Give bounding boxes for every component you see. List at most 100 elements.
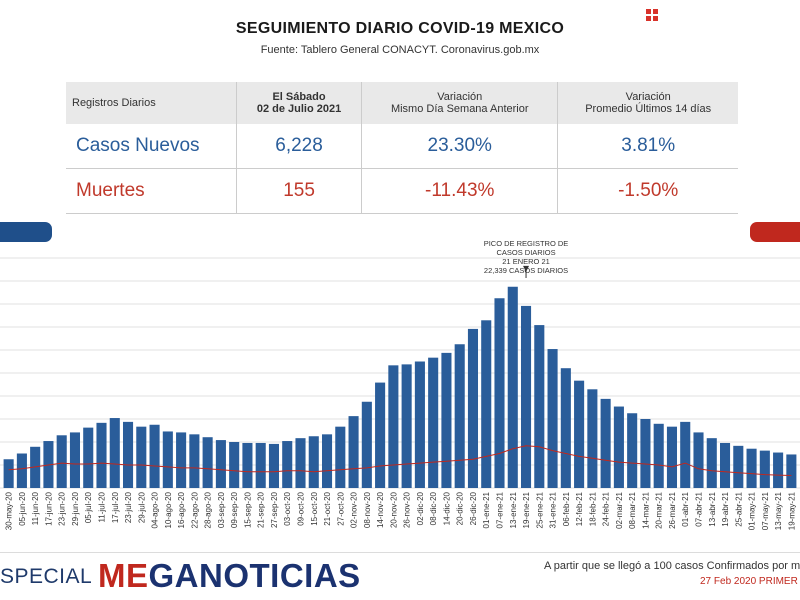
header-date-line1: El Sábado	[272, 91, 326, 103]
x-tick-label: 31-ene-21	[549, 491, 558, 528]
daily-stats-table: Registros Diarios El Sábado 02 de Julio …	[66, 82, 738, 214]
x-tick-label: 26-nov-20	[403, 491, 412, 528]
header-date: El Sábado 02 de Julio 2021	[235, 82, 362, 124]
x-tick-label: 17-jul-20	[111, 491, 120, 523]
x-tick-label: 18-feb-21	[588, 491, 597, 526]
bar-casos-24-feb-21	[600, 398, 611, 488]
footer-note-line1: A partir que se llegó a 100 casos Confir…	[544, 560, 800, 572]
bar-casos-26-nov-20	[401, 364, 412, 488]
x-tick-label: 13-may-21	[774, 491, 783, 530]
bar-casos-01-ene-21	[481, 320, 492, 488]
x-tick-label: 24-feb-21	[602, 491, 611, 526]
muertes-var-14: -1.50%	[557, 168, 738, 214]
x-tick-label: 05-jul-20	[84, 491, 93, 523]
bar-casos-10-ago-20	[162, 431, 173, 488]
x-tick-label: 05-jun-20	[18, 491, 27, 525]
bar-casos-25-ene-21	[534, 325, 545, 488]
x-tick-label: 20-mar-21	[655, 491, 664, 528]
bar-casos-01-may-21	[746, 448, 757, 488]
muertes-label: Muertes	[66, 168, 237, 214]
bar-casos-19-ene-21	[520, 305, 532, 488]
bar-casos-28-ago-20	[202, 437, 213, 488]
bar-casos-20-mar-21	[653, 423, 664, 488]
footer-special: SPECIAL	[0, 565, 93, 588]
bar-casos-06-feb-21	[560, 368, 571, 488]
bar-casos-01-abr-21	[680, 421, 691, 488]
bar-casos-08-nov-20	[361, 401, 372, 488]
x-tick-label: 03-sep-20	[217, 491, 226, 528]
header-var-week: Variación Mismo Día Semana Anterior	[361, 82, 558, 124]
bar-casos-08-dic-20	[428, 357, 439, 488]
muertes-var-week: -11.43%	[361, 168, 558, 214]
x-tick-label: 19-abr-21	[721, 491, 730, 526]
x-tick-label: 14-nov-20	[376, 491, 385, 528]
x-tick-label: 29-jul-20	[137, 491, 146, 523]
x-tick-label: 25-abr-21	[734, 491, 743, 526]
bar-casos-26-mar-21	[666, 426, 678, 488]
bar-casos-20-nov-20	[388, 365, 399, 488]
bar-casos-07-ene-21	[494, 298, 505, 488]
bar-casos-27-oct-20	[335, 426, 346, 488]
header-var-week-line2: Mismo Día Semana Anterior	[390, 103, 529, 115]
x-tick-label: 23-jul-20	[124, 491, 133, 523]
x-tick-label: 27-oct-20	[336, 491, 345, 525]
bar-casos-30-may-20	[3, 459, 14, 488]
bar-casos-19-abr-21	[719, 442, 731, 488]
row-muertes: Muertes 155 -11.43% -1.50%	[66, 168, 738, 214]
peak-annotation-line: PICO DE REGISTRO DE	[484, 239, 569, 248]
bar-casos-09-sep-20	[229, 442, 240, 488]
bar-casos-15-oct-20	[308, 436, 319, 488]
x-tick-label: 09-oct-20	[297, 491, 306, 525]
x-tick-label: 10-ago-20	[164, 491, 173, 528]
x-tick-label: 08-dic-20	[429, 491, 438, 525]
bar-casos-29-jul-20	[136, 426, 147, 488]
x-tick-label: 11-jun-20	[31, 491, 40, 525]
x-tick-label: 06-feb-21	[562, 491, 571, 526]
peak-annotation-line: 21 ENERO 21	[502, 257, 550, 266]
bar-casos-26-dic-20	[467, 328, 479, 488]
x-tick-label: 01-may-21	[748, 491, 757, 530]
bar-casos-14-mar-21	[640, 419, 651, 488]
bar-casos-27-sep-20	[268, 443, 280, 488]
x-tick-label: 21-oct-20	[323, 491, 332, 525]
bar-casos-20-dic-20	[454, 344, 465, 488]
header-var-14-line1: Variación	[625, 91, 671, 103]
page-title: SEGUIMIENTO DIARIO COVID-19 MEXICO	[235, 20, 565, 37]
x-tick-label: 07-abr-21	[695, 491, 704, 526]
x-tick-label: 08-nov-20	[363, 491, 372, 528]
x-tick-label: 19-may-21	[787, 491, 796, 530]
bar-casos-09-oct-20	[295, 438, 306, 488]
x-tick-label: 13-abr-21	[708, 491, 717, 526]
x-tick-label: 15-oct-20	[310, 491, 319, 525]
casos-label: Casos Nuevos	[66, 124, 237, 169]
bar-casos-03-sep-20	[215, 440, 226, 488]
bar-casos-02-mar-21	[613, 406, 624, 488]
x-tick-label: 15-sep-20	[243, 491, 252, 528]
x-tick-label: 16-ago-20	[177, 491, 186, 528]
bar-casos-31-ene-21	[547, 349, 558, 488]
grid-logo-icon	[646, 9, 659, 22]
header-var-14: Variación Promedio Últimos 14 días	[557, 82, 738, 124]
bar-casos-12-feb-21	[574, 380, 585, 488]
x-tick-label: 01-ene-21	[482, 491, 491, 528]
x-tick-label: 08-mar-21	[628, 491, 637, 528]
x-tick-label: 03-oct-20	[283, 491, 292, 525]
bar-casos-03-oct-20	[282, 441, 293, 488]
bar-casos-14-dic-20	[441, 352, 452, 488]
x-tick-label: 11-jul-20	[98, 491, 107, 522]
bar-casos-02-nov-20	[348, 416, 359, 488]
x-tick-label: 14-dic-20	[442, 491, 451, 525]
bar-casos-21-sep-20	[255, 442, 266, 488]
x-tick-label: 14-mar-21	[641, 491, 650, 528]
peak-annotation-line: CASOS DIARIOS	[496, 248, 555, 257]
bar-casos-07-may-21	[759, 450, 770, 488]
x-tick-label: 21-sep-20	[257, 491, 266, 528]
x-tick-label: 02-mar-21	[615, 491, 624, 528]
bar-casos-23-jul-20	[122, 421, 134, 488]
deaths-legend-pill	[750, 222, 800, 242]
bar-casos-18-feb-21	[587, 389, 598, 488]
header-var-week-line1: Variación	[437, 91, 483, 103]
bar-casos-13-may-21	[773, 452, 784, 488]
x-tick-label: 27-sep-20	[270, 491, 279, 528]
casos-var-14: 3.81%	[557, 124, 738, 169]
